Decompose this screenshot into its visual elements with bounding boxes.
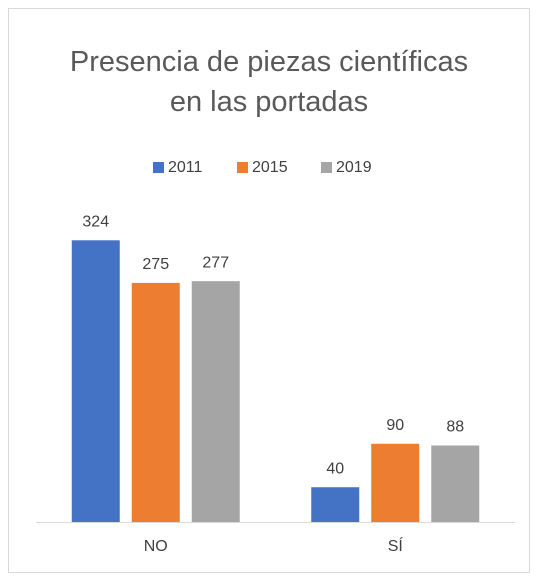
bar: [191, 281, 240, 522]
bar: [131, 282, 180, 522]
data-label: 275: [142, 256, 169, 273]
chart-title: Presencia de piezas científicas en las p…: [69, 46, 469, 118]
data-label: 324: [82, 214, 109, 231]
legend-swatch: [321, 162, 332, 173]
bar: [311, 487, 360, 522]
x-tick-label: SÍ: [388, 536, 404, 555]
bar: [431, 445, 480, 522]
data-label: 88: [446, 419, 464, 436]
data-label: 40: [326, 460, 344, 477]
legend-label: 2011: [168, 159, 203, 176]
legend-swatch: [237, 162, 248, 173]
x-tick-label: NO: [144, 538, 168, 555]
bar: [371, 443, 420, 522]
data-label: 90: [386, 417, 404, 434]
legend-label: 2019: [336, 159, 372, 176]
data-label: 277: [202, 254, 229, 271]
bar: [71, 240, 120, 523]
legend-label: 2015: [252, 159, 288, 176]
legend-swatch: [153, 162, 164, 173]
